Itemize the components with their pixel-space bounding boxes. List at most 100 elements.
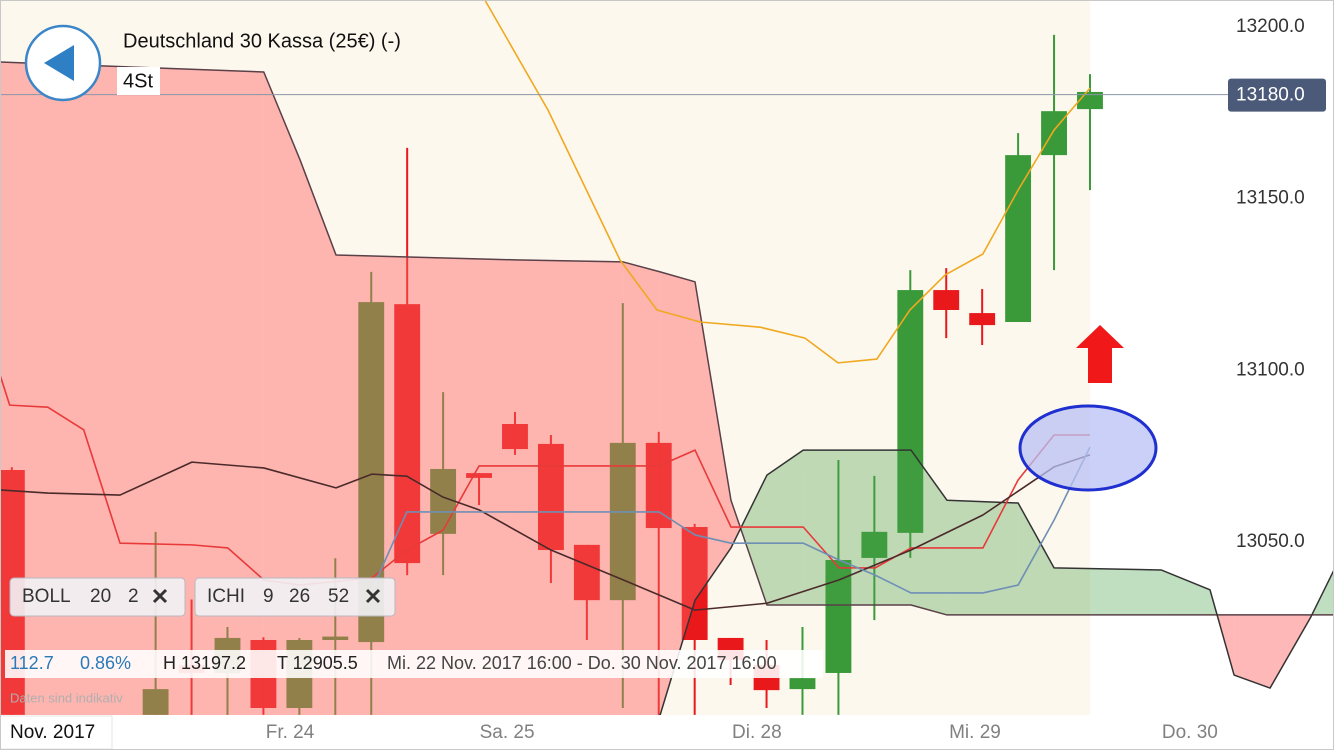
candle-body	[1005, 155, 1032, 323]
cloud-segment	[1234, 614, 1271, 689]
indicator-chip[interactable]: ICHI 9 26 52	[194, 577, 396, 617]
candle	[537, 434, 564, 583]
candle	[1041, 34, 1067, 271]
cloud-segment	[946, 500, 1019, 615]
candle	[394, 147, 421, 576]
candle	[466, 473, 492, 506]
back-button[interactable]	[24, 24, 102, 102]
indicator-line	[484, 0, 1091, 364]
candle-body	[969, 313, 996, 326]
candle	[1005, 133, 1032, 323]
chip-box[interactable]	[9, 577, 186, 617]
indicator-chip[interactable]: BOLL 20 2	[9, 577, 186, 617]
cloud-segment	[730, 500, 741, 548]
candle	[897, 270, 924, 558]
candle-body	[537, 443, 564, 551]
cloud-segment	[514, 259, 624, 715]
cloud-segment	[911, 450, 947, 615]
candle	[142, 531, 169, 715]
candle-body	[645, 442, 672, 529]
candle-body	[609, 442, 636, 601]
cloud-segment	[263, 72, 301, 715]
candle	[609, 303, 636, 708]
y-tick-label-bg	[1228, 183, 1328, 212]
indicator-line	[0, 374, 1090, 586]
highlight-ellipse	[1018, 404, 1158, 492]
header: Deutschland 30 Kassa (25€) (-) 4St	[24, 24, 401, 102]
candle-body	[681, 527, 708, 641]
candle	[861, 475, 888, 621]
remove-icon[interactable]	[365, 588, 381, 604]
candle-body	[430, 468, 457, 534]
cloud-segment	[660, 271, 696, 715]
cloud-segment	[1161, 569, 1211, 615]
candle-body	[502, 424, 528, 450]
candle	[825, 460, 852, 715]
candle	[681, 523, 708, 715]
cloud-span-line	[658, 449, 1334, 715]
candle	[502, 411, 528, 455]
candle-body	[394, 304, 421, 564]
candle-body	[142, 689, 169, 715]
indicator-param: 52	[328, 586, 349, 607]
indicator-line	[371, 446, 1091, 594]
candle-body	[933, 290, 960, 310]
x-tick-label: Sa. 25	[480, 722, 535, 743]
x-tick-label: Mi. 29	[949, 722, 1001, 743]
cloud-span-line	[0, 61, 1334, 616]
candle-body	[861, 531, 888, 558]
candle	[933, 268, 960, 339]
y-tick-label-bg	[1228, 355, 1328, 384]
cloud-segment	[300, 159, 337, 715]
candle-body	[789, 678, 816, 690]
y-tick-label: 13200.0	[1236, 16, 1305, 37]
cloud-segment	[1054, 567, 1162, 615]
chip-box[interactable]	[194, 577, 396, 617]
candle-body	[1041, 111, 1067, 156]
indicator-name: ICHI	[207, 586, 245, 607]
indicator-name: BOLL	[22, 586, 71, 607]
candle-body	[825, 559, 852, 673]
indicator-param: 20	[90, 586, 111, 607]
info-bar-box	[5, 650, 823, 678]
x-axis-strip	[0, 715, 1334, 750]
axes: Nov. 2017 13180.0 13050.0 13100.0 13150.0 13…	[0, 11, 1334, 750]
x-tick-label: Di. 28	[732, 722, 782, 743]
disclaimer: Daten sind indikativ	[10, 690, 123, 705]
cloud-segment	[0, 62, 264, 715]
candle-body	[466, 473, 492, 478]
indicator-line	[0, 454, 1091, 611]
y-tick-label: 13100.0	[1236, 359, 1305, 380]
high: H 13197.2	[163, 653, 246, 673]
remove-icon[interactable]	[152, 588, 168, 604]
up-arrow	[1076, 325, 1124, 383]
info-bar: 112.7 0.86% H 13197.2 T 12905.5 Mi. 22 N…	[5, 650, 823, 705]
candle-body	[897, 290, 924, 533]
last-price-badge	[1228, 78, 1326, 112]
cloud-segment	[740, 475, 767, 605]
indicator-param: 26	[289, 586, 310, 607]
candle	[573, 544, 600, 641]
overlay	[1018, 325, 1158, 492]
last-price-label: 13180.0	[1236, 85, 1305, 106]
change-percent: 0.86%	[80, 653, 131, 673]
cloud-segment	[695, 281, 731, 601]
interval-label[interactable]: 4St	[123, 70, 153, 92]
y-tick-label: 13050.0	[1236, 531, 1305, 552]
indicator-param: 9	[263, 586, 274, 607]
date-range: Mi. 22 Nov. 2017 16:00 - Do. 30 Nov. 201…	[387, 653, 777, 673]
change: 112.7	[10, 653, 54, 673]
x-tick-label: Fr. 24	[266, 722, 315, 743]
candle-body	[322, 636, 349, 641]
y-tick-label-bg	[1228, 527, 1328, 556]
back-icon[interactable]	[44, 45, 74, 81]
cloud-segment	[1018, 502, 1055, 615]
candle	[969, 289, 996, 346]
interval-box	[117, 67, 160, 95]
low: T 12905.5	[277, 653, 358, 673]
indicator-chips: BOLL 20 2 ICHI 9 26 52	[9, 577, 396, 617]
cloud-segment	[803, 450, 912, 605]
